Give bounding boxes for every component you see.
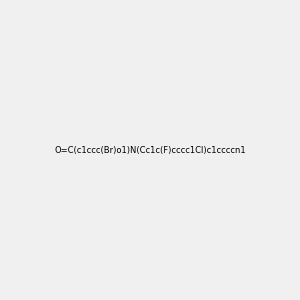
- Text: O=C(c1ccc(Br)o1)N(Cc1c(F)cccc1Cl)c1ccccn1: O=C(c1ccc(Br)o1)N(Cc1c(F)cccc1Cl)c1ccccn…: [54, 146, 246, 154]
